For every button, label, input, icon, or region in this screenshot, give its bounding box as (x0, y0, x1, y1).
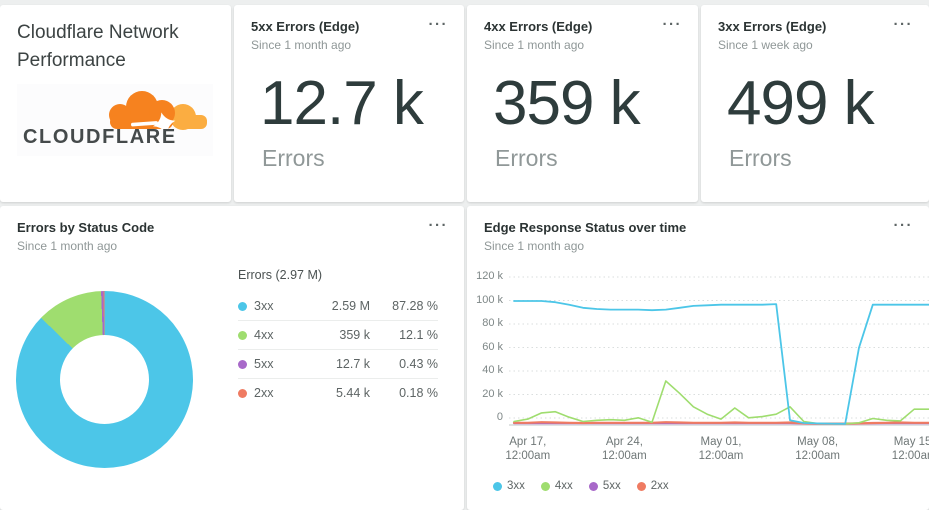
legend-row-2xx[interactable]: 2xx 5.44 k 0.18 % (238, 378, 438, 407)
x-axis-tick-label: Apr 17, 12:00am (505, 436, 551, 462)
y-axis-tick-label: 80 k (482, 317, 503, 329)
series-label: 2xx (254, 386, 274, 400)
cloudflare-wordmark: CLOUDFLARE (23, 126, 177, 148)
y-axis-tick-label: 100 k (476, 293, 503, 306)
line-chart-area: 0 20 k 40 k 60 k 80 k 100 k 120 k Apr 17, 12:00a… (467, 270, 929, 477)
kpi-unit-label: Errors (729, 145, 792, 171)
series-value: 2.59 M (331, 299, 370, 313)
edge-response-status-card: Edge Response Status over time Since 1 m… (467, 206, 929, 510)
kpi-card-3xx-errors: 3xx Errors (Edge) Since 1 week ago ··· 4… (701, 5, 929, 202)
kpi-value: 499 k (727, 69, 875, 138)
overflow-menu-icon[interactable]: ··· (890, 214, 918, 237)
line-series-4xx (513, 380, 929, 425)
page-title: Cloudflare Network Performance (17, 22, 179, 71)
card-timeframe: Since 1 month ago (17, 239, 118, 253)
legend-row-4xx[interactable]: 4xx 359 k 12.1 % (238, 320, 438, 349)
legend-row-5xx[interactable]: 5xx 12.7 k 0.43 % (238, 349, 438, 378)
legend-dot-5xx (588, 481, 598, 491)
kpi-card-5xx-errors: 5xx Errors (Edge) Since 1 month ago ··· … (234, 5, 464, 202)
series-value: 12.7 k (335, 357, 370, 371)
series-percent: 87.28 % (392, 299, 438, 313)
series-value: 359 k (339, 328, 370, 342)
line-chart[interactable] (509, 272, 929, 430)
series-dot-2xx (238, 388, 247, 398)
kpi-card-4xx-errors: 4xx Errors (Edge) Since 1 month ago ··· … (467, 5, 698, 202)
series-percent: 12.1 % (399, 328, 438, 342)
series-percent: 0.43 % (399, 357, 438, 371)
series-dot-4xx (238, 330, 247, 340)
card-timeframe: Since 1 week ago (718, 38, 813, 52)
overflow-menu-icon[interactable]: ··· (425, 13, 453, 36)
dashboard-header-card: Cloudflare Network Performance CLOUDFLAR… (0, 5, 231, 202)
x-axis-tick-label: Apr 24, 12:00am (602, 436, 647, 462)
card-timeframe: Since 1 month ago (484, 38, 585, 52)
card-timeframe: Since 1 month ago (484, 239, 585, 253)
card-title: 5xx Errors (Edge) (251, 19, 360, 34)
kpi-value: 359 k (493, 69, 641, 138)
legend-label: 2xx (650, 480, 669, 492)
card-title: Errors by Status Code (17, 220, 155, 235)
legend-dot-2xx (636, 481, 646, 491)
series-value: 5.44 k (335, 386, 370, 400)
pie-table-header: Errors (2.97 M) (238, 268, 323, 282)
pie-legend-table: Errors (2.97 M) 3xx 2.59 M 87.28 % 4xx 3… (238, 262, 438, 407)
line-series-2xx (512, 421, 929, 425)
donut-chart[interactable] (16, 291, 193, 468)
legend-item-3xx[interactable]: 3xx (493, 480, 525, 492)
legend-item-4xx[interactable]: 4xx (540, 480, 573, 492)
overflow-menu-icon[interactable]: ··· (425, 214, 453, 237)
x-axis-tick-label: May 15,12:00am (891, 436, 929, 462)
legend-label: 4xx (554, 480, 573, 492)
series-percent: 0.18 % (399, 386, 438, 400)
cloudflare-cloud-icon (109, 91, 207, 134)
overflow-menu-icon[interactable]: ··· (659, 13, 687, 36)
y-axis-tick-label: 20 k (482, 387, 503, 400)
card-timeframe: Since 1 month ago (251, 38, 352, 52)
y-axis-tick-label: 40 k (482, 364, 503, 376)
x-axis-tick-label: May 08, 12:00am (795, 436, 840, 462)
y-axis-tick-label: 60 k (482, 340, 503, 353)
overflow-menu-icon[interactable]: ··· (890, 13, 918, 36)
series-label: 5xx (254, 357, 274, 371)
kpi-value: 12.7 k (260, 69, 424, 138)
card-title: 4xx Errors (Edge) (484, 19, 593, 34)
series-label: 4xx (254, 328, 274, 342)
card-title: 3xx Errors (Edge) (718, 19, 827, 34)
kpi-unit-label: Errors (495, 145, 558, 171)
legend-label: 5xx (602, 480, 621, 492)
legend-row-3xx[interactable]: 3xx 2.59 M 87.28 % (238, 292, 438, 320)
line-series-3xx (513, 300, 929, 425)
legend-label: 3xx (507, 480, 525, 492)
y-axis-tick-label: 0 (496, 411, 503, 423)
series-label: 3xx (254, 299, 274, 313)
legend-item-5xx[interactable]: 5xx (588, 480, 621, 492)
line-chart-legend: 3xx 4xx 5xx 2xx (493, 480, 669, 492)
y-axis-tick-label: 120 k (476, 270, 503, 282)
series-dot-3xx (238, 301, 247, 311)
legend-item-2xx[interactable]: 2xx (636, 480, 669, 492)
legend-dot-4xx (540, 481, 550, 491)
cloudflare-logo: CLOUDFLARE (17, 84, 213, 156)
series-dot-5xx (238, 359, 247, 369)
kpi-unit-label: Errors (262, 145, 325, 171)
card-title: Edge Response Status over time (484, 220, 687, 235)
errors-by-status-code-card: Errors by Status Code Since 1 month ago … (0, 206, 464, 510)
x-axis-tick-label: May 01, 12:00am (698, 436, 744, 462)
legend-dot-3xx (493, 481, 502, 491)
